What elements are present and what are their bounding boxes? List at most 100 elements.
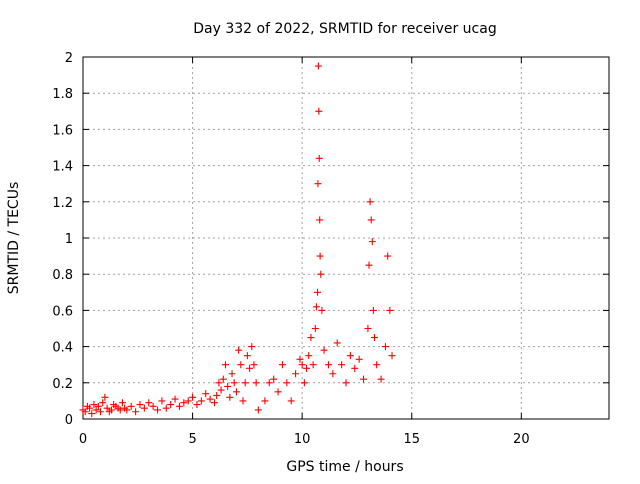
data-point — [373, 361, 381, 369]
data-point — [92, 406, 100, 414]
data-point — [94, 402, 102, 410]
data-point — [243, 352, 251, 360]
data-point — [167, 401, 175, 409]
data-point — [270, 375, 278, 383]
data-point — [149, 402, 157, 410]
data-point — [197, 397, 205, 405]
data-point — [224, 382, 232, 390]
data-point — [232, 388, 240, 396]
data-point — [226, 393, 234, 401]
data-point — [364, 325, 372, 332]
data-point — [351, 364, 359, 372]
y-tick-label: 1.8 — [52, 87, 73, 102]
data-point — [377, 375, 385, 383]
data-point — [132, 408, 140, 416]
data-point — [318, 306, 326, 314]
data-point — [355, 355, 363, 363]
data-point — [154, 406, 162, 414]
y-tick-label: 0.4 — [52, 341, 73, 356]
data-point — [314, 288, 322, 296]
data-point — [97, 408, 105, 416]
data-point — [162, 404, 170, 412]
plot-frame — [82, 56, 610, 420]
y-tick-label: 0.8 — [52, 268, 73, 283]
data-point — [250, 361, 258, 369]
data-point — [342, 379, 350, 387]
y-axis: 0 0.2 0.4 0.6 0.8 1 1.2 1.4 1.6 1.8 2 — [52, 51, 609, 428]
data-point — [320, 346, 328, 354]
data-point — [217, 386, 225, 394]
data-point — [324, 361, 332, 369]
data-point — [261, 397, 269, 405]
data-point — [307, 334, 315, 342]
data-point — [116, 406, 124, 414]
data-point — [369, 306, 377, 314]
data-point — [314, 180, 322, 188]
data-point — [193, 401, 201, 409]
data-point — [305, 352, 313, 360]
data-point — [158, 397, 166, 405]
y-tick-label: 1.6 — [52, 123, 73, 138]
data-point — [228, 370, 236, 378]
data-point — [86, 404, 94, 412]
data-point — [388, 352, 396, 360]
y-tick-label: 1.2 — [52, 196, 73, 211]
data-point — [107, 406, 115, 414]
data-point — [211, 399, 218, 407]
grid — [83, 57, 609, 419]
data-point — [311, 325, 319, 332]
data-point — [103, 404, 111, 412]
y-tick-label: 0 — [65, 413, 73, 428]
data-point — [338, 361, 346, 369]
data-point — [329, 370, 337, 378]
y-tick-label: 0.2 — [52, 377, 73, 392]
data-point — [298, 361, 306, 369]
data-point — [346, 352, 354, 360]
data-point — [235, 346, 243, 354]
data-point — [221, 361, 229, 369]
y-tick-label: 2 — [65, 51, 73, 66]
data-point — [300, 379, 308, 387]
data-point — [317, 270, 325, 278]
data-point — [365, 261, 373, 269]
x-tick-label: 0 — [79, 432, 87, 447]
data-point — [292, 370, 300, 378]
data-point — [127, 402, 135, 410]
x-axis-label: GPS time / hours — [286, 459, 403, 475]
data-point — [312, 303, 320, 311]
data-point — [366, 198, 374, 206]
data-point — [381, 343, 389, 351]
data-point — [278, 361, 286, 369]
data-point — [175, 402, 183, 410]
y-tick-label: 0.6 — [52, 304, 73, 319]
data-point — [81, 408, 89, 416]
data-point — [370, 334, 378, 342]
data-point — [184, 397, 192, 405]
data-point — [248, 343, 256, 351]
data-point — [171, 395, 179, 403]
data-point — [230, 379, 238, 387]
data-point — [254, 406, 262, 414]
data-point — [99, 399, 107, 407]
x-tick-label: 15 — [403, 432, 420, 447]
data-point — [206, 395, 214, 403]
data-point — [215, 379, 223, 387]
data-point — [333, 339, 341, 347]
data-point — [287, 397, 295, 405]
data-point — [316, 216, 324, 224]
data-point — [368, 238, 376, 246]
data-point — [252, 379, 260, 387]
data-point — [237, 361, 245, 369]
data-point — [309, 361, 317, 369]
data-point — [145, 399, 153, 407]
chart-title: Day 332 of 2022, SRMTID for receiver uca… — [193, 21, 496, 37]
y-axis-label: SRMTID / TECUs — [6, 182, 22, 295]
data-point — [303, 364, 311, 372]
data-point — [189, 393, 197, 401]
data-point — [316, 252, 324, 260]
data-point — [88, 410, 96, 418]
data-point — [239, 397, 247, 405]
data-point — [202, 390, 210, 398]
data-point — [314, 62, 322, 70]
